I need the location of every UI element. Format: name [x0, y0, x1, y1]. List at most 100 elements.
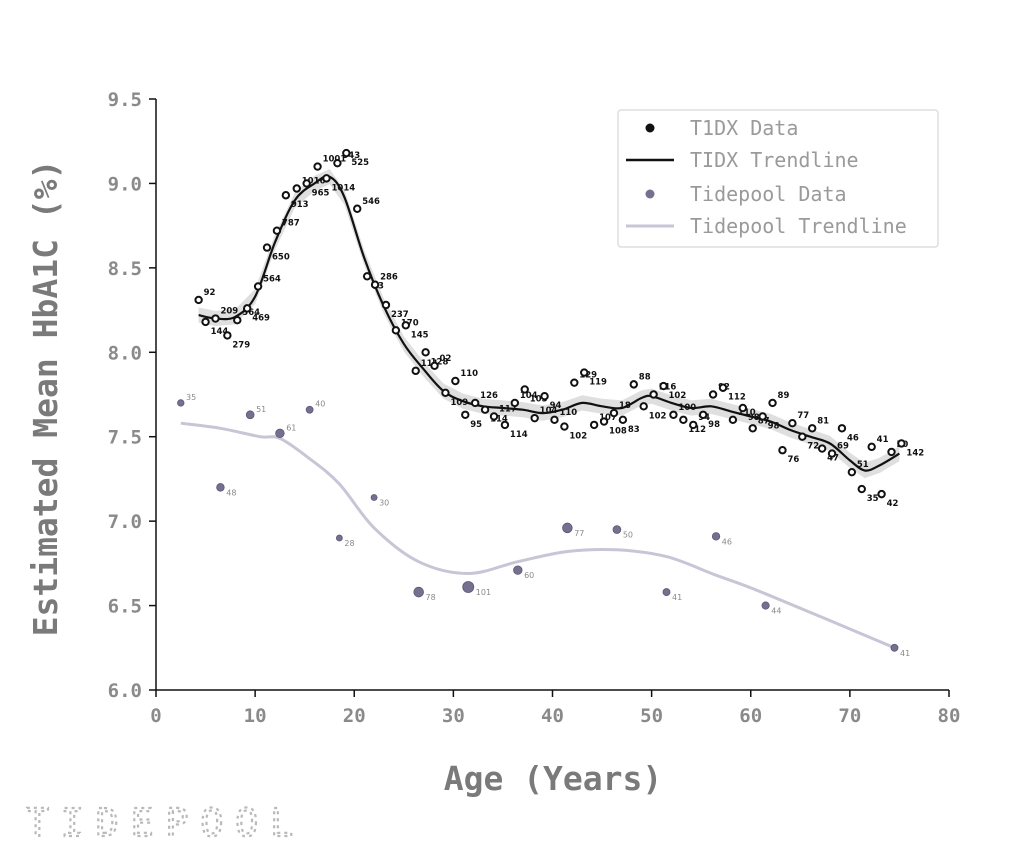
t1dx-point	[768, 398, 777, 408]
t1dx-point-label: 98	[768, 421, 780, 431]
tidepool-point-label: 51	[256, 405, 266, 414]
t1dx-point	[272, 226, 282, 235]
tidepool-point-label: 41	[672, 593, 682, 602]
t1dx-point	[689, 420, 698, 430]
legend-label-tidepool-trendline: Tidepool Trendline	[690, 214, 907, 238]
t1dx-point-label: 77	[797, 411, 809, 421]
tidepool-point-label: 48	[226, 488, 236, 497]
t1dx-point-label: 107	[599, 413, 617, 423]
tidepool-point	[370, 494, 378, 501]
tidepool-point-label: 44	[771, 607, 781, 616]
t1dx-point-label: 787	[282, 219, 300, 229]
t1dx-point	[362, 272, 372, 281]
t1dx-point	[233, 316, 242, 325]
t1dx-point-label: 110	[738, 408, 756, 418]
t1dx-point-label: 110	[559, 408, 577, 418]
t1dx-point	[639, 402, 648, 411]
t1dx-point-label: 81	[817, 416, 829, 426]
t1dx-point	[342, 148, 351, 158]
t1dx-point	[808, 424, 817, 433]
t1dx-point	[302, 179, 311, 188]
x-tick-label: 70	[838, 705, 861, 727]
t1dx-point-label: 47	[827, 454, 839, 464]
x-tick-label: 40	[541, 705, 564, 727]
t1dx-point-label: 119	[589, 378, 607, 388]
t1dx-point	[223, 331, 232, 340]
tidepool-point-label: 101	[476, 588, 491, 597]
t1dx-point	[451, 376, 460, 386]
legend-box	[617, 109, 939, 248]
t1dx-point	[242, 304, 252, 313]
t1dx-point	[262, 243, 272, 252]
t1dx-point-label: 89	[778, 391, 790, 401]
t1dx-point-label: 51	[857, 460, 869, 470]
t1dx-point-label: 114	[510, 430, 528, 440]
y-tick-label: 9.0	[108, 173, 142, 195]
t1dx-point	[520, 385, 529, 394]
t1dx-point-label: 469	[252, 313, 270, 323]
tidepool-point	[216, 483, 225, 492]
y-axis-title: Estimated Mean HbA1C (%)	[26, 160, 65, 637]
t1dx-point-label: 102	[569, 432, 587, 442]
t1dx-point	[489, 412, 499, 421]
y-tick-label: 6.0	[108, 680, 142, 702]
y-tick-label: 8.5	[108, 258, 142, 280]
t1dx-trendline	[198, 175, 900, 472]
t1dx-point-label: 41	[877, 435, 889, 445]
tidepool-point	[275, 428, 285, 439]
t1dx-points: 9214420927936446956465078791310169651001…	[194, 148, 924, 509]
t1dx-point-label: 42	[887, 499, 899, 509]
t1dx-point-label: 145	[411, 330, 429, 340]
t1dx-point	[500, 420, 510, 430]
x-tick-label: 60	[739, 705, 762, 727]
t1dx-point-label: 92	[204, 288, 216, 298]
t1dx-point	[827, 449, 837, 458]
t1dx-point-label: 102	[649, 411, 667, 421]
tidepool-point	[513, 565, 523, 575]
t1dx-point-label: 102	[669, 391, 687, 401]
t1dx-point-label: 1014	[331, 183, 355, 193]
t1dx-point-label: 1001	[323, 155, 347, 165]
t1dx-point	[728, 415, 738, 425]
t1dx-point-label: 100	[678, 403, 696, 413]
t1dx-point	[778, 446, 787, 455]
t1dx-point	[857, 484, 866, 494]
t1dx-point-label: 104	[520, 391, 538, 401]
tidepool-point-label: 30	[379, 499, 389, 508]
t1dx-point	[698, 410, 708, 419]
t1dx-point	[877, 489, 886, 499]
x-tick-label: 0	[150, 705, 161, 727]
tidepool-trendline	[180, 421, 896, 650]
t1dx-point-label: 209	[220, 307, 238, 317]
axes: 0 10 20 30 40 50 60 70 80 6.0 6.5 7.0 7.5 8.0 8.5 9.0 9.…	[108, 89, 961, 727]
t1dx-point	[333, 158, 342, 168]
t1dx-point	[887, 447, 896, 457]
t1dx-point	[817, 444, 827, 453]
t1dx-point-label: 109	[450, 398, 468, 408]
legend: T1DX Data TIDX Trendline Tidepool Data T…	[617, 109, 939, 248]
t1dx-point-label: 144	[211, 327, 229, 337]
t1dx-point-label: 279	[232, 340, 250, 350]
t1dx-confidence-band	[198, 169, 900, 479]
t1dx-point-label: 95	[470, 420, 482, 430]
t1dx-point	[381, 300, 391, 310]
tidepool-point	[462, 581, 475, 593]
t1dx-point-label: 237	[391, 310, 409, 320]
t1dx-point	[353, 204, 362, 213]
t1dx-point	[510, 398, 520, 408]
t1dx-point-label: 543	[342, 151, 360, 161]
tidepool-point	[335, 534, 343, 542]
t1dx-point-label: 83	[628, 425, 640, 435]
t1dx-point	[618, 415, 628, 425]
x-tick-label: 20	[343, 705, 366, 727]
t1dx-trendline-path	[198, 175, 900, 472]
t1dx-point-label: 88	[639, 372, 651, 382]
x-tick-label: 80	[938, 705, 961, 727]
t1dx-point-label: 87	[758, 416, 770, 426]
t1dx-point	[798, 432, 807, 441]
t1dx-point	[669, 410, 678, 419]
tidepool-points: 35 48 51 61 40 28 30 78 101 60 77 50 41 46 44 41	[177, 393, 910, 658]
tidepool-logo: TIDEPOOL	[26, 801, 305, 845]
t1dx-point	[480, 405, 490, 414]
